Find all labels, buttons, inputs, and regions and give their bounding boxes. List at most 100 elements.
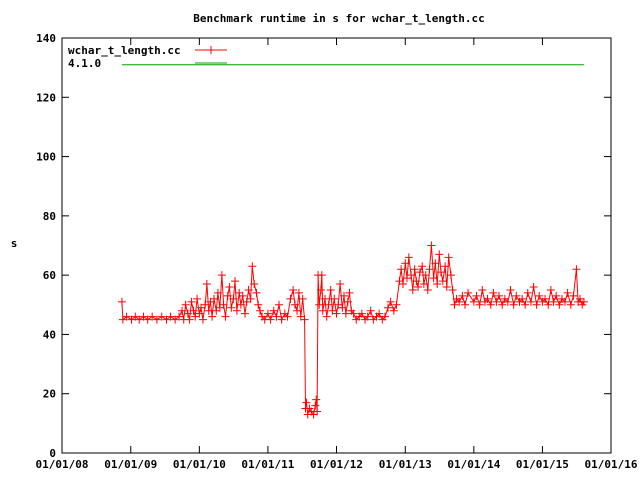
data-point xyxy=(246,294,255,303)
data-point xyxy=(349,309,358,318)
data-point xyxy=(392,300,401,309)
data-point xyxy=(423,285,432,294)
data-point xyxy=(266,315,275,324)
data-point xyxy=(541,294,550,303)
data-point xyxy=(175,312,184,321)
data-point xyxy=(122,312,131,321)
legend-label: 4.1.0 xyxy=(68,57,101,70)
data-point xyxy=(523,288,532,297)
data-point xyxy=(326,285,335,294)
data-point xyxy=(312,395,321,404)
data-point xyxy=(302,398,311,407)
data-point xyxy=(375,309,384,318)
y-tick-label: 120 xyxy=(36,91,56,104)
y-tick-label: 40 xyxy=(43,328,56,341)
data-point xyxy=(407,271,416,280)
y-tick-label: 0 xyxy=(49,447,56,460)
data-point xyxy=(483,294,492,303)
data-point xyxy=(469,297,478,306)
x-axis: 01/01/08 01/01/09 01/01/10 01/01/11 01/01/12… xyxy=(36,38,638,471)
data-point xyxy=(139,312,148,321)
data-point xyxy=(521,300,530,309)
data-point xyxy=(458,291,467,300)
data-point xyxy=(433,280,442,289)
x-tick-label: 01/01/13 xyxy=(379,458,432,471)
data-point xyxy=(250,280,259,289)
data-point xyxy=(509,300,518,309)
data-point xyxy=(383,303,392,312)
data-point xyxy=(363,312,372,321)
data-point xyxy=(546,285,555,294)
data-point xyxy=(197,303,206,312)
data-point xyxy=(311,401,320,410)
y-axis-label: s xyxy=(11,237,18,250)
data-point xyxy=(256,306,265,315)
data-point xyxy=(275,300,284,309)
data-point xyxy=(290,300,299,309)
data-point xyxy=(244,285,253,294)
data-point xyxy=(535,291,544,300)
data-point xyxy=(450,300,459,309)
data-point xyxy=(143,315,152,324)
data-point xyxy=(386,297,395,306)
x-tick-label: 01/01/08 xyxy=(36,458,89,471)
data-point xyxy=(472,291,481,300)
data-point xyxy=(544,300,553,309)
data-point xyxy=(300,315,309,324)
data-point xyxy=(328,306,337,315)
data-point xyxy=(489,288,498,297)
data-point xyxy=(442,283,451,291)
data-point xyxy=(566,300,575,309)
data-point xyxy=(436,268,445,277)
data-point xyxy=(579,297,588,306)
data-point xyxy=(298,294,307,303)
data-point xyxy=(419,280,428,289)
data-point xyxy=(486,300,495,309)
data-point xyxy=(248,262,257,271)
data-point xyxy=(198,315,207,324)
data-point xyxy=(185,315,194,324)
data-point xyxy=(209,294,218,303)
x-tick-label: 01/01/14 xyxy=(447,458,500,471)
data-point xyxy=(526,297,535,306)
data-point xyxy=(475,300,484,309)
data-point xyxy=(552,291,561,300)
data-point xyxy=(232,306,241,315)
data-point xyxy=(221,312,230,321)
data-point xyxy=(448,285,457,294)
data-point xyxy=(389,306,398,315)
data-point xyxy=(294,288,303,297)
data-point xyxy=(529,283,538,291)
y-tick-label: 80 xyxy=(43,210,56,223)
data-point xyxy=(201,300,210,309)
data-point xyxy=(135,315,144,324)
data-point xyxy=(532,300,541,309)
data-point xyxy=(429,274,438,283)
series-line xyxy=(121,245,585,416)
x-tick-label: 01/01/16 xyxy=(585,458,638,471)
data-point xyxy=(560,297,569,306)
data-point xyxy=(322,312,331,321)
data-point xyxy=(316,285,325,294)
data-point xyxy=(229,294,238,303)
data-point xyxy=(401,259,410,268)
data-point xyxy=(213,288,222,297)
data-point xyxy=(187,297,196,306)
data-point xyxy=(217,271,226,280)
data-point xyxy=(293,306,302,315)
y-tick-label: 100 xyxy=(36,151,56,164)
data-point xyxy=(408,285,417,294)
x-tick-label: 01/01/12 xyxy=(310,458,363,471)
data-point xyxy=(241,309,249,318)
data-point xyxy=(446,271,455,280)
legend: wchar_t_length.cc4.1.0 xyxy=(68,44,227,70)
data-point xyxy=(438,277,447,286)
data-point xyxy=(272,312,281,321)
data-point xyxy=(404,253,413,262)
data-point xyxy=(202,280,211,289)
data-point xyxy=(569,291,578,300)
data-point xyxy=(183,309,192,318)
data-point xyxy=(193,294,202,303)
data-point xyxy=(478,285,487,294)
y-tick-label: 60 xyxy=(43,269,56,282)
